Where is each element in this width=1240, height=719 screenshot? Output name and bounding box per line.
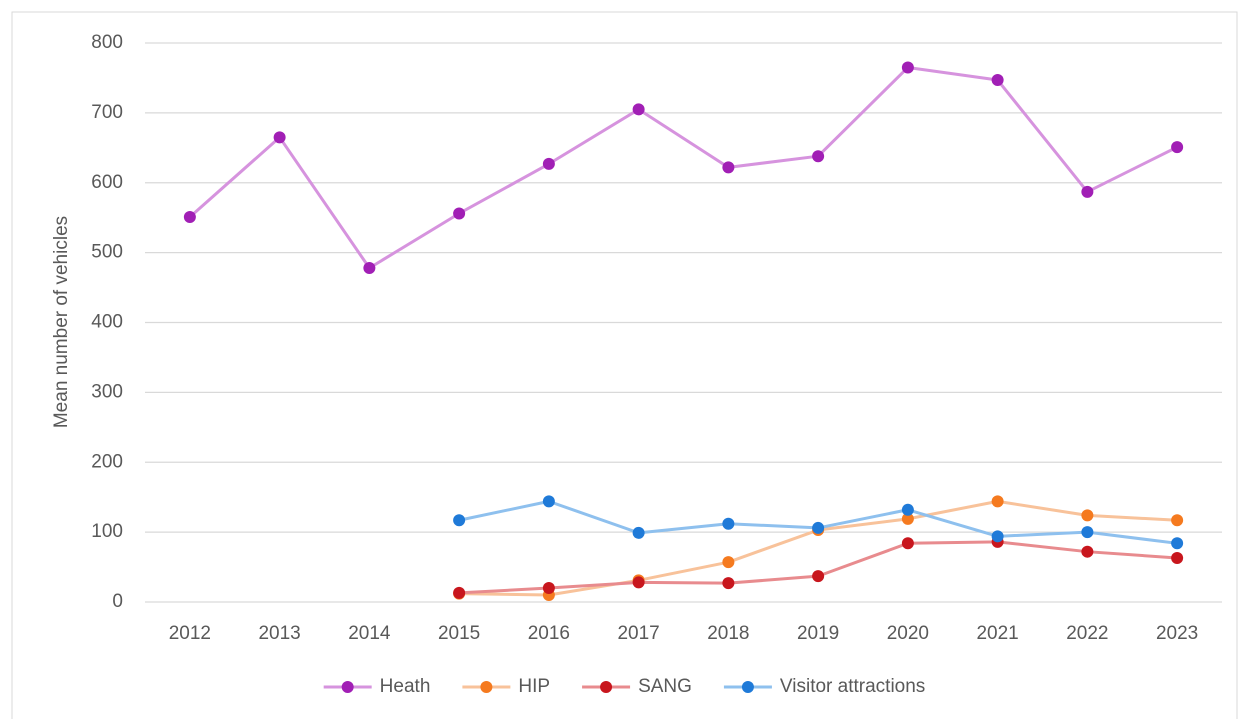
data-point: [632, 103, 645, 116]
x-tick-label: 2023: [1156, 623, 1198, 644]
y-axis-label: Mean number of vehicles: [51, 216, 72, 428]
y-tick-label: 500: [91, 242, 123, 263]
y-tick-label: 100: [91, 521, 123, 542]
data-point: [722, 556, 735, 569]
data-point: [812, 570, 825, 583]
data-point: [901, 512, 914, 525]
data-point: [273, 131, 286, 144]
data-point: [991, 495, 1004, 508]
data-point: [812, 150, 825, 163]
data-point: [1171, 551, 1184, 564]
x-tick-label: 2015: [438, 623, 480, 644]
data-point: [632, 576, 645, 589]
data-point: [901, 537, 914, 550]
y-tick-label: 200: [91, 451, 123, 472]
legend-marker: [341, 681, 354, 693]
legend-item: Visitor attractions: [723, 676, 925, 697]
x-tick-label: 2014: [348, 623, 391, 644]
data-point: [1171, 537, 1184, 550]
y-tick-label: 800: [91, 32, 123, 53]
data-point: [542, 157, 555, 170]
chart-frame: [11, 11, 1238, 719]
y-tick-label: 0: [112, 591, 123, 612]
legend-item: Heath: [323, 676, 431, 697]
data-point: [1171, 514, 1184, 527]
data-point: [453, 514, 466, 527]
data-point: [1171, 141, 1184, 154]
y-tick-label: 300: [91, 381, 123, 402]
data-point: [363, 261, 376, 274]
legend-label: Visitor attractions: [780, 676, 925, 697]
y-tick-label: 400: [91, 312, 123, 333]
legend-label: Heath: [380, 676, 431, 697]
legend-label: SANG: [638, 676, 692, 697]
data-point: [1081, 185, 1094, 198]
x-tick-label: 2012: [169, 623, 211, 644]
x-tick-label: 2018: [707, 623, 749, 644]
data-point: [542, 495, 555, 508]
x-tick-label: 2017: [617, 623, 659, 644]
data-point: [901, 61, 914, 74]
series-line: [188, 65, 1178, 270]
data-point: [453, 207, 466, 220]
data-point: [812, 521, 825, 534]
x-tick-label: 2013: [258, 623, 300, 644]
data-point: [183, 210, 196, 223]
data-point: [722, 577, 735, 590]
data-point: [901, 503, 914, 516]
data-point: [1081, 526, 1094, 539]
legend-item: SANG: [582, 676, 692, 697]
x-tick-label: 2022: [1066, 623, 1108, 644]
data-point: [722, 161, 735, 174]
legend-label: HIP: [518, 676, 550, 697]
legend-item: HIP: [462, 676, 550, 697]
data-point: [632, 526, 645, 539]
x-tick-label: 2020: [887, 623, 929, 644]
y-tick-label: 600: [91, 172, 123, 193]
data-point: [722, 517, 735, 530]
y-tick-label: 700: [91, 102, 123, 123]
data-point: [991, 530, 1004, 543]
data-point: [453, 586, 466, 599]
data-point: [1081, 545, 1094, 558]
legend-marker: [480, 681, 493, 693]
legend-marker: [600, 681, 613, 693]
data-point: [542, 582, 555, 595]
x-tick-label: 2016: [528, 623, 570, 644]
x-tick-label: 2019: [797, 623, 839, 644]
legend-marker: [741, 681, 754, 693]
data-point: [1081, 509, 1094, 522]
data-point: [991, 74, 1004, 87]
x-tick-label: 2021: [976, 623, 1018, 644]
